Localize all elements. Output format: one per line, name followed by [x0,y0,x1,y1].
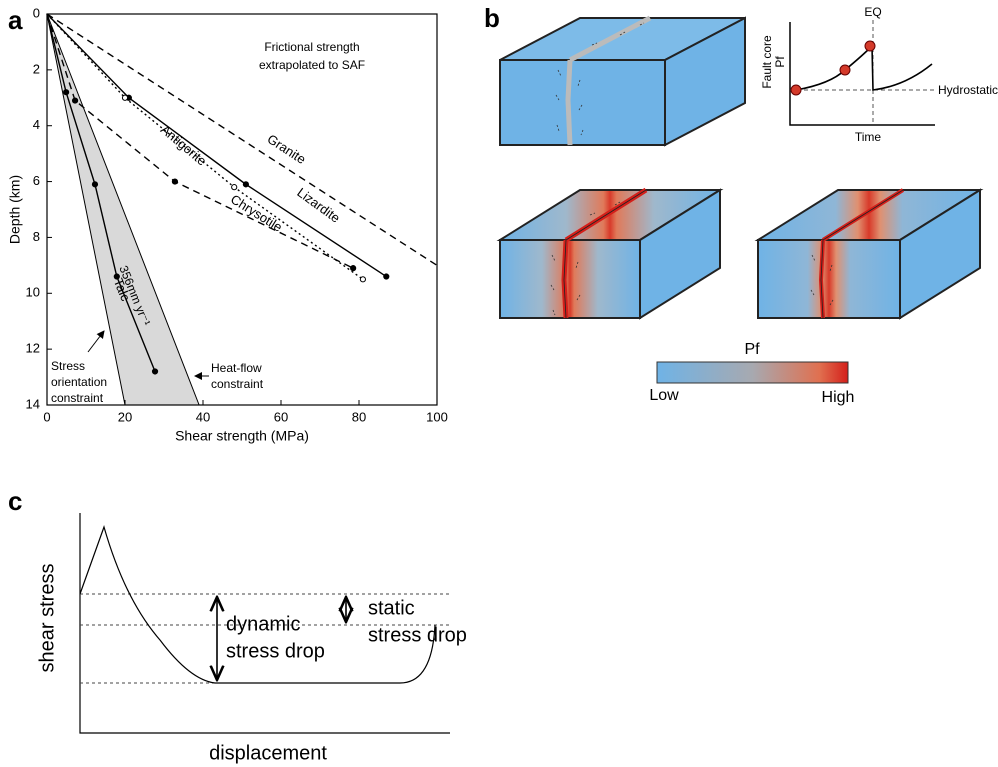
series-line [46,13,438,266]
hydrostatic-label: Hydrostatic [938,83,998,97]
y-tick-label: 10 [26,285,40,300]
dynamic-label: dynamic [226,613,300,635]
data-point [63,89,70,96]
time-label: Time [855,130,882,144]
series-label: Granite [265,131,309,167]
inset-ylabel: Pf [773,56,787,68]
x-axis-label: Shear strength (MPa) [175,428,309,444]
data-point [242,181,249,188]
data-point [350,265,357,272]
series-line [46,13,354,269]
y-tick-label: 12 [26,341,40,356]
x-tick-label: 60 [274,409,288,424]
colorbar-high: High [822,389,855,406]
series-label: Lizardite [294,185,343,226]
panel-a: a 0 20 40 60 80 100 0 2 4 6 8 10 12 14 Shear strength … [7,5,448,444]
eq-label: EQ [864,5,881,19]
x-tick-label: 100 [426,409,448,424]
series-line [46,13,364,280]
y-tick-label: 4 [33,117,40,132]
inset-ylabel: Fault core [760,35,774,89]
annotation: Frictional strength [264,40,359,54]
x-tick-label: 0 [43,409,50,424]
panel-c: c shear stress displacement dynamic stre… [8,486,467,764]
data-point [71,97,79,104]
x-tick-label: 80 [352,409,366,424]
annotation: constraint [51,391,104,405]
data-point [171,178,179,185]
data-point [383,273,390,280]
y-tick-label: 2 [33,61,40,76]
panel-label: b [484,3,500,33]
series-line [46,13,387,278]
y-axis-label: shear stress [36,564,58,673]
x-tick-label: 20 [118,409,132,424]
dynamic-label: stress drop [226,640,325,662]
data-point [113,273,120,280]
series-label: Chrysotile [228,191,285,234]
y-axis-label: Depth (km) [7,175,23,244]
colorbar-low: Low [649,387,679,404]
series-label: Antigorite [158,122,210,169]
y-tick-label: 14 [26,396,40,411]
data-point [151,368,159,375]
plot-frame [46,13,438,406]
colorbar: Pf Low High [649,341,854,406]
y-tick-label: 6 [33,173,40,188]
annotation: constraint [211,377,264,391]
annotation: extrapolated to SAF [259,58,365,72]
block [499,15,746,147]
static-label: stress drop [368,624,467,646]
panel-label: a [8,5,23,35]
block [496,187,724,320]
arrow [87,330,105,353]
x-tick-label: 40 [196,409,210,424]
constraint-region [46,13,200,406]
y-tick-label: 0 [33,5,40,20]
data-point [91,181,99,188]
panel-b: b [484,3,998,406]
y-tick-label: 8 [33,229,40,244]
static-label: static [368,597,415,619]
x-axis-label: displacement [209,742,327,764]
annotation: Heat-flow [211,361,262,375]
inset: EQ Hydrostatic Time Fault core Pf [760,5,998,144]
annotation: Stress [51,359,85,373]
panel-label: c [8,486,22,516]
block [754,188,984,320]
colorbar-title: Pf [744,341,760,358]
data-point [359,276,366,283]
annotation: orientation [51,375,107,389]
data-point [121,94,129,101]
data-point [231,184,238,191]
